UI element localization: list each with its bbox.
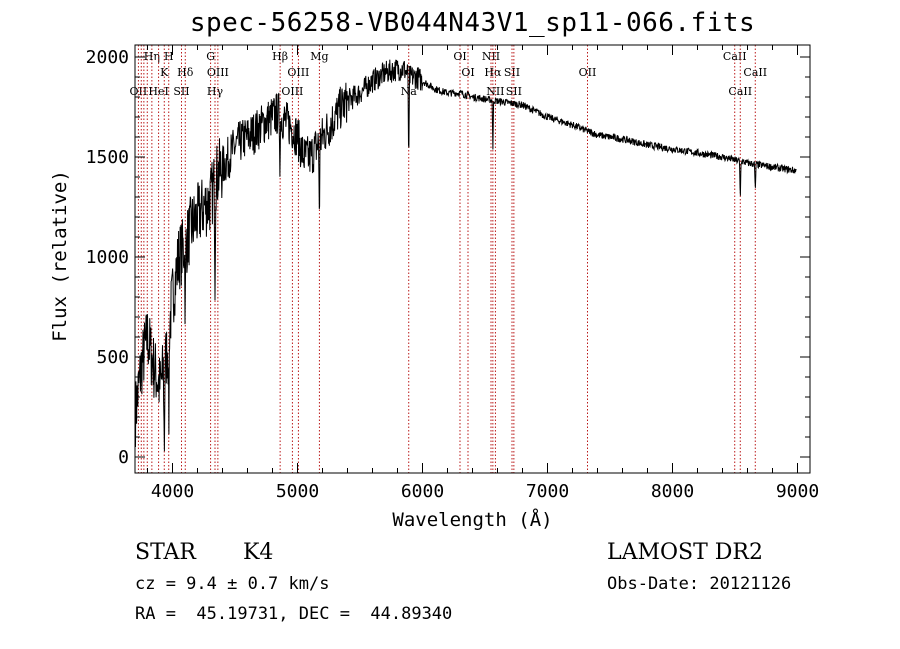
x-tick-label: 4000 [151,481,194,502]
spectrum-group [135,59,797,452]
line-label: Hδ [177,66,194,79]
line-label: CaII [723,50,747,63]
x-tick-label: 7000 [526,481,569,502]
line-label: NII [486,85,504,98]
x-tick-label: 9000 [776,481,819,502]
redshift-info: cz = 9.4 ± 0.7 km/s [135,574,330,594]
line-label: H [164,50,174,63]
chart-title: spec-56258-VB044N43V1_sp11-066.fits [189,8,756,38]
line-label: CaII [728,85,752,98]
spectrum-line [135,59,797,452]
x-axis-label: Wavelength (Å) [392,509,553,531]
y-tick-label: 2000 [86,47,129,68]
line-label: Hα [484,66,502,79]
y-tick-label: 0 [118,447,129,468]
x-tick-label: 8000 [651,481,694,502]
line-label: K [160,66,169,79]
y-axis-label: Flux (relative) [49,170,71,342]
survey-name: LAMOST DR2 [607,540,763,565]
line-label: SII [173,85,189,98]
line-label: OIII [207,66,229,79]
line-label: OIII [281,85,303,98]
line-label: CaII [743,66,767,79]
object-class: STAR [135,540,196,565]
line-label: OII [130,85,148,98]
object-subclass: K4 [243,540,274,565]
y-tick-label: 500 [96,347,129,368]
line-label: OII [579,66,597,79]
y-tick-label: 1500 [86,147,129,168]
line-label: SII [506,85,522,98]
y-tick-label: 1000 [86,247,129,268]
line-label: HeI [148,85,168,98]
line-label: OI [453,50,466,63]
line-label: Mg [310,50,328,63]
line-label: G [206,50,215,63]
line-label: SII [504,66,520,79]
line-label: OI [461,66,474,79]
plot-frame [134,44,811,474]
line-label: Hγ [207,85,224,98]
x-tick-label: 6000 [401,481,444,502]
coordinates: RA = 45.19731, DEC = 44.89340 [135,604,453,624]
line-label: NII [482,50,500,63]
line-label: Hβ [272,50,288,63]
observation-date: Obs-Date: 20121126 [607,574,792,594]
line-label: Hη [144,50,160,63]
x-tick-label: 5000 [276,481,319,502]
line-label: OIII [287,66,309,79]
